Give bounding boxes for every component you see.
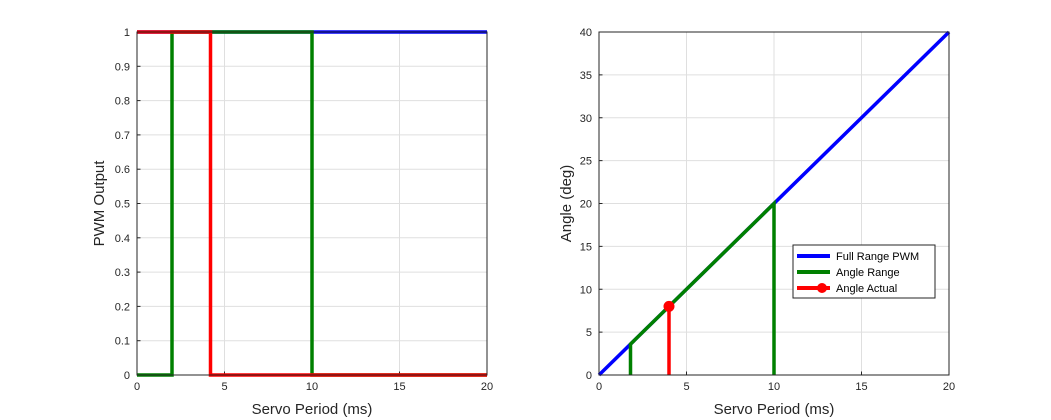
series-lines: [597, 30, 951, 377]
x-tick-label: 10: [768, 381, 780, 393]
x-tick-label: 15: [393, 381, 405, 393]
x-tick-label: 0: [596, 381, 602, 393]
x-tick-label: 5: [221, 381, 227, 393]
y-tick-label: 0.1: [115, 336, 130, 348]
y-tick-label: 15: [580, 241, 592, 253]
y-tick-label: 25: [580, 156, 592, 168]
series-marker-2: [663, 300, 675, 312]
y-tick-label: 5: [586, 327, 592, 339]
y-tick-label: 0.7: [115, 130, 130, 142]
y-tick-label: 20: [580, 199, 592, 211]
y-tick-label: 0.3: [115, 267, 130, 279]
y-tick-label: 0.2: [115, 301, 130, 313]
legend: Full Range PWM Angle Range Angle Actual: [792, 244, 936, 299]
y-tick-label: 0: [124, 370, 130, 382]
axes-box: [136, 31, 488, 376]
y-tick-labels: 0 5 10 15 20 25 30 35 40: [580, 27, 592, 382]
y-tick-label: 0.6: [115, 164, 130, 176]
angle-chart: 0 5 10 15 20 0 5 10 15 20 25 30 35 40 Servo Period (…: [558, 27, 955, 418]
y-tick-label: 0.4: [115, 233, 130, 245]
y-tick-label: 35: [580, 70, 592, 82]
legend-label-full-range-pwm: Full Range PWM: [836, 251, 919, 263]
y-tick-label: 30: [580, 113, 592, 125]
y-tick-labels: 0 0.1 0.2 0.3 0.4 0.5 0.6 0.7 0.8 0.9 1: [115, 27, 130, 382]
series-line-1: [628, 199, 776, 375]
legend-label-angle-range: Angle Range: [836, 267, 900, 279]
x-axis-label: Servo Period (ms): [714, 401, 835, 418]
x-tick-label: 5: [683, 381, 689, 393]
y-tick-label: 40: [580, 27, 592, 39]
y-tick-label: 0.5: [115, 199, 130, 211]
x-tick-label: 0: [134, 381, 140, 393]
x-tick-label: 20: [481, 381, 493, 393]
x-tick-labels: 0 5 10 15 20: [134, 381, 493, 393]
x-tick-label: 20: [943, 381, 955, 393]
x-tick-label: 15: [855, 381, 867, 393]
y-axis-label: Angle (deg): [558, 165, 575, 243]
x-axis-label: Servo Period (ms): [252, 401, 373, 418]
y-tick-label: 0.8: [115, 96, 130, 108]
y-tick-label: 10: [580, 284, 592, 296]
axes-box: [598, 31, 950, 376]
y-tick-label: 1: [124, 27, 130, 39]
legend-label-angle-actual: Angle Actual: [836, 283, 897, 295]
legend-marker-angle-actual: [817, 283, 827, 293]
y-tick-label: 0.9: [115, 61, 130, 73]
y-axis-label: PWM Output: [91, 160, 108, 247]
x-tick-label: 10: [306, 381, 318, 393]
x-tick-labels: 0 5 10 15 20: [596, 381, 955, 393]
pwm-output-chart: 0 5 10 15 20 0 0.1 0.2 0.3 0.4 0.5 0.6 0.7 0.8 0.9 1 S…: [91, 27, 493, 418]
y-tick-label: 0: [586, 370, 592, 382]
